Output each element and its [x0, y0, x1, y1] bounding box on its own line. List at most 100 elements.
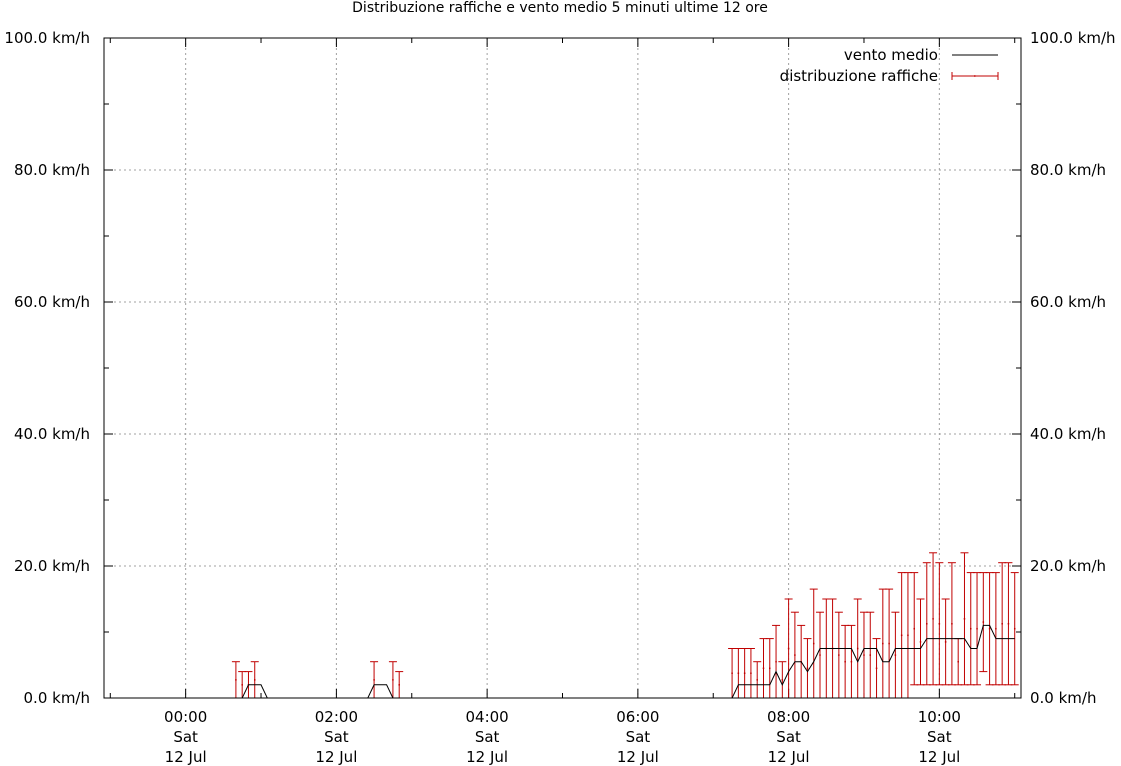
gust-errorbar: [910, 572, 919, 686]
gust-errorbar: [929, 552, 938, 686]
gust-errorbar: [866, 611, 875, 699]
gust-errorbar-point: [963, 618, 966, 620]
gust-errorbar-point: [737, 672, 740, 674]
x-tick-day: Sat: [927, 728, 952, 746]
gust-errorbar-point: [988, 627, 991, 630]
x-tick-time: 10:00: [918, 708, 961, 726]
gust-errorbar-point: [888, 642, 890, 645]
gust-errorbar-point: [769, 667, 771, 670]
gust-errorbar-point: [781, 679, 784, 681]
x-tick-day: Sat: [776, 728, 801, 746]
gust-errorbar: [878, 588, 887, 699]
legend-label-mean-wind: vento medio: [844, 46, 938, 64]
x-tick-date: 12 Jul: [466, 748, 508, 766]
gust-errorbar: [395, 671, 404, 699]
gust-errorbar: [973, 572, 982, 686]
plot-frame: [103, 37, 1022, 699]
gust-errorbar-point: [392, 679, 394, 681]
gust-errorbar: [954, 638, 963, 686]
gust-errorbar: [935, 562, 944, 686]
gust-errorbar-point: [1001, 623, 1003, 625]
gust-errorbar-point: [1013, 627, 1016, 630]
gust-errorbar: [872, 638, 881, 699]
y-axis-right-labels: 0.0 km/h 20.0 km/h 40.0 km/h 60.0 km/h 80.0 …: [1030, 29, 1116, 707]
chart-title: Distribuzione raffiche e vento medio 5 m…: [352, 0, 768, 16]
x-tick-date: 12 Jul: [315, 748, 357, 766]
x-axis-labels: 00:00 Sat 12 Jul 02:00 Sat 12 Jul 04:00 Sat 12 J…: [164, 708, 961, 766]
gust-errorbar-point: [926, 623, 928, 625]
y-tick-label-right: 80.0 km/h: [1030, 161, 1106, 179]
gust-errorbar-point: [844, 660, 846, 663]
gust-errorbar-point: [970, 627, 972, 630]
x-tick-day: Sat: [173, 728, 198, 746]
gust-errorbar-point: [253, 679, 256, 681]
gust-errorbar-point: [982, 621, 985, 623]
gust-errorbar: [847, 624, 856, 699]
gust-errorbar-point: [1007, 623, 1010, 625]
grid-lines: [104, 38, 1021, 698]
gust-errorbar-point: [235, 679, 237, 681]
gust-errorbar-point: [932, 618, 934, 620]
x-tick-time: 02:00: [315, 708, 358, 726]
gust-errorbar-point: [907, 634, 909, 637]
gust-errorbar-point: [838, 654, 840, 656]
x-tick-day: Sat: [475, 728, 500, 746]
gust-errorbar-point: [794, 654, 796, 656]
gust-errorbar-point: [373, 679, 375, 681]
x-tick-day: Sat: [324, 728, 349, 746]
gust-errorbar: [922, 562, 931, 686]
gust-errorbar-point: [806, 667, 809, 670]
gust-errorbar-point: [957, 660, 959, 663]
gust-errorbar: [916, 598, 925, 686]
x-tick-time: 00:00: [164, 708, 207, 726]
gust-errorbar-point: [951, 623, 953, 625]
gust-errorbar-point: [241, 684, 243, 686]
gust-errorbar: [753, 661, 762, 699]
gust-errorbar: [231, 661, 240, 699]
y-tick-label-right: 40.0 km/h: [1030, 425, 1106, 443]
y-tick-label-left: 20.0 km/h: [14, 557, 90, 575]
gust-errorbar: [979, 572, 988, 673]
x-tick-time: 06:00: [616, 708, 659, 726]
gust-errorbar-point: [863, 654, 865, 656]
gust-errorbar: [966, 572, 975, 686]
gust-errorbar-point: [756, 679, 758, 681]
y-tick-label-right: 20.0 km/h: [1030, 557, 1106, 575]
y-tick-label-left: 0.0 km/h: [24, 689, 90, 707]
gust-errorbar: [985, 572, 994, 686]
gust-errorbar: [885, 588, 894, 699]
x-tick-date: 12 Jul: [768, 748, 810, 766]
gust-errorbar-point: [750, 672, 752, 674]
x-tick-time: 08:00: [767, 708, 810, 726]
x-tick-date: 12 Jul: [617, 748, 659, 766]
y-tick-label-left: 60.0 km/h: [14, 293, 90, 311]
x-tick-time: 04:00: [466, 708, 509, 726]
gust-errorbar: [1004, 562, 1013, 686]
gust-errorbar-point: [762, 667, 765, 670]
gust-errorbar-point: [913, 627, 915, 630]
gust-errorbar-point: [869, 654, 872, 656]
gust-errorbar: [998, 562, 1007, 686]
gust-errorbar: [897, 572, 906, 699]
gust-errorbar-point: [743, 672, 746, 674]
gust-errorbar: [238, 671, 247, 699]
gust-errorbar: [941, 598, 950, 686]
y-tick-label-left: 100.0 km/h: [4, 29, 90, 47]
gust-errorbar-point: [819, 654, 821, 656]
gust-errorbar-point: [882, 642, 884, 645]
gust-errorbar: [784, 598, 793, 699]
gust-errorbar: [853, 598, 862, 699]
x-tick-day: Sat: [626, 728, 651, 746]
gust-errorbar-point: [900, 634, 903, 637]
gust-errorbar: [728, 648, 737, 699]
gust-errorbar: [370, 661, 379, 699]
gust-errorbar-point: [398, 684, 400, 686]
x-tick-date: 12 Jul: [165, 748, 207, 766]
gust-errorbar: [740, 648, 749, 699]
gust-errorbar-point: [976, 627, 978, 630]
gust-errorbar: [991, 572, 1000, 686]
gust-errorbar-point: [731, 672, 733, 674]
y-tick-label-right: 0.0 km/h: [1030, 689, 1096, 707]
gust-errorbar: [803, 638, 812, 699]
